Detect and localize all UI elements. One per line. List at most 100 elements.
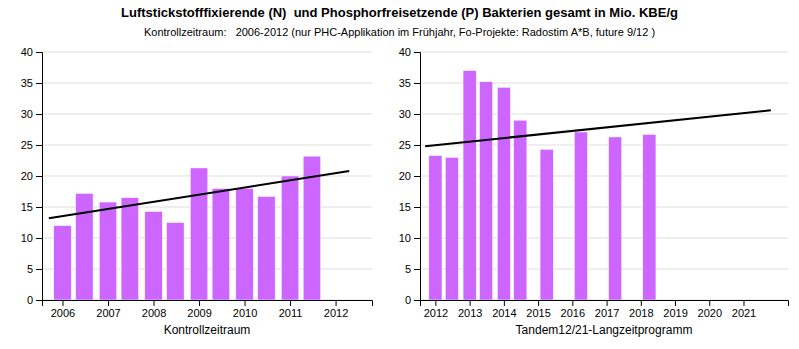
tick: 2019 — [663, 300, 687, 319]
bars — [429, 71, 656, 300]
x-axis: 2012201320142015201620172018201920202021 — [421, 300, 789, 319]
axis-line — [421, 301, 789, 307]
tick-label: 2012 — [324, 307, 348, 319]
tick-label: 20 — [21, 170, 33, 182]
tick-mark — [414, 176, 420, 177]
tick-mark — [199, 300, 200, 306]
tick-label: 2013 — [458, 307, 482, 319]
axis-line — [43, 301, 373, 307]
tick-label: 35 — [399, 77, 411, 89]
tick: 2017 — [595, 300, 619, 319]
tick-mark — [36, 83, 42, 84]
tick-label: 15 — [21, 201, 33, 213]
tick-mark — [414, 83, 420, 84]
bar — [99, 202, 116, 300]
bar — [121, 198, 138, 300]
tick-label: 5 — [405, 263, 411, 275]
panel: 2006200720082009201020112012051015202530… — [21, 46, 373, 319]
tick: 5 — [27, 263, 42, 275]
tick-label: 25 — [399, 139, 411, 151]
tick-mark — [336, 300, 337, 306]
tick: 5 — [405, 263, 420, 275]
bar — [236, 188, 253, 300]
x-axis-label: Tandem12/21-Langzeitprogramm — [516, 323, 693, 337]
tick-mark — [414, 300, 420, 301]
tick-label: 2015 — [526, 307, 550, 319]
tick: 15 — [21, 201, 42, 213]
bar — [643, 134, 656, 300]
tick-label: 2017 — [595, 307, 619, 319]
y-axis: 0 5 10 15 20 25 30 35 40 — [399, 46, 421, 306]
tick-mark — [245, 300, 246, 306]
tick: 0 — [27, 294, 42, 306]
tick-mark — [641, 300, 642, 306]
tick-mark — [572, 300, 573, 306]
tick-label: 15 — [399, 201, 411, 213]
tick-label: 20 — [399, 170, 411, 182]
tick-label: 2007 — [96, 307, 120, 319]
tick-label: 10 — [21, 232, 33, 244]
tick-mark — [36, 207, 42, 208]
tick: 20 — [21, 170, 42, 182]
bar — [609, 137, 622, 300]
bar — [54, 226, 71, 300]
grid-line — [42, 83, 372, 84]
tick-mark — [62, 300, 63, 306]
tick-label: 10 — [399, 232, 411, 244]
tick: 30 — [399, 108, 420, 120]
tick-label: 2009 — [187, 307, 211, 319]
tick-label: 30 — [399, 108, 411, 120]
tick: 35 — [21, 77, 42, 89]
tick: 10 — [21, 232, 42, 244]
tick-mark — [414, 269, 420, 270]
tick: 2013 — [458, 300, 482, 319]
trend-line — [49, 171, 349, 218]
tick: 40 — [399, 46, 420, 58]
tick: 2007 — [96, 300, 120, 319]
tick-mark — [36, 114, 42, 115]
grid-line — [42, 145, 372, 146]
panel: 2012201320142015201620172018201920202021… — [399, 46, 789, 319]
bar — [167, 223, 184, 301]
tick-label: 2011 — [279, 307, 303, 319]
x-axis-label: Kontrollzeitraum — [164, 323, 251, 337]
tick-mark — [36, 269, 42, 270]
tick-label: 2020 — [698, 307, 722, 319]
bar — [514, 120, 527, 300]
tick: 2008 — [142, 300, 166, 319]
tick-mark — [743, 300, 744, 306]
chart: Luftstickstofffixierende (N) und Phospho… — [0, 0, 799, 349]
tick-label: 2021 — [732, 307, 756, 319]
tick-mark — [504, 300, 505, 306]
tick: 35 — [399, 77, 420, 89]
tick-mark — [36, 300, 42, 301]
tick-mark — [607, 300, 608, 306]
grid-line — [420, 52, 788, 53]
tick: 2016 — [561, 300, 585, 319]
tick: 2018 — [629, 300, 653, 319]
tick-mark — [470, 300, 471, 306]
tick-label: 0 — [27, 294, 33, 306]
tick: 0 — [405, 294, 420, 306]
tick-label: 2010 — [233, 307, 257, 319]
tick-mark — [435, 300, 436, 306]
subtitle: Kontrollzeitraum: 2006-2012 (nur PHC-App… — [144, 26, 655, 38]
tick-mark — [709, 300, 710, 306]
tick-label: 40 — [399, 46, 411, 58]
tick-mark — [414, 52, 420, 53]
title: Luftstickstofffixierende (N) und Phospho… — [121, 5, 678, 20]
tick: 25 — [399, 139, 420, 151]
bar — [212, 188, 229, 300]
tick-mark — [36, 52, 42, 53]
tick-mark — [538, 300, 539, 306]
tick-mark — [36, 145, 42, 146]
plot-area — [49, 156, 349, 300]
bar — [479, 82, 492, 300]
tick-label: 35 — [21, 77, 33, 89]
tick-mark — [414, 114, 420, 115]
tick-mark — [414, 145, 420, 146]
tick-label: 2012 — [424, 307, 448, 319]
tick-label: 25 — [21, 139, 33, 151]
grid — [42, 52, 372, 300]
y-axis: 0510152025303540 — [21, 46, 43, 306]
